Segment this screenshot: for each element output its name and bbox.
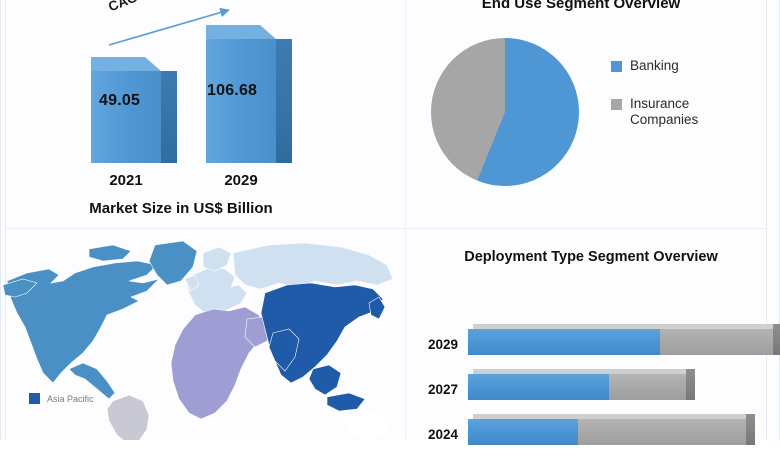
frame-line-right: [766, 0, 767, 440]
map-region-australia: [344, 412, 390, 440]
deployment-bar-2027-cloud: [468, 374, 609, 400]
deployment-bar-2029-cloud: [468, 329, 660, 355]
map-legend: Asia Pacific: [29, 393, 94, 404]
deployment-bar-2027-top: [473, 369, 691, 374]
legend-label-insurance: Insurance Companies: [630, 96, 699, 127]
deployment-bar-2029: [468, 324, 780, 355]
column-2029: [206, 25, 292, 163]
frame-line-vertical-bottom: [405, 229, 406, 440]
deployment-title: Deployment Type Segment Overview: [464, 249, 718, 265]
deployment-type-chart: Deployment Type Segment Overview 2029 20…: [406, 229, 780, 445]
legend-label-banking: Banking: [630, 58, 679, 73]
end-use-title: End Use Segment Overview: [481, 0, 681, 12]
column-2029-value: 106.68: [207, 82, 258, 99]
map-region-russia: [232, 242, 394, 290]
map-region-middle-east-africa: [170, 306, 266, 420]
map-region-india: [268, 328, 300, 372]
map-region-canada-islands: [88, 244, 132, 262]
column-2029-side: [276, 39, 292, 163]
map-region-indonesia: [326, 392, 366, 412]
column-2021: [91, 57, 177, 163]
deployment-label-2024: 2024: [427, 427, 458, 442]
deployment-bar-2024-onprem: [578, 419, 746, 445]
deployment-bar-2029-endcap: [773, 324, 780, 355]
pie-chart: [431, 38, 579, 186]
deployment-label-2029: 2029: [427, 337, 458, 352]
legend-item-insurance: Insurance Companies: [611, 96, 722, 128]
deployment-bar-2024-top: [473, 414, 751, 419]
map-legend-swatch-asia-pacific: [29, 393, 40, 404]
deployment-bar-2024-cloud: [468, 419, 578, 445]
deployment-row-2027: 2027: [406, 369, 780, 404]
map-region-north-america: [6, 260, 160, 384]
column-2021-top: [91, 57, 161, 71]
market-size-chart: CAGR 10.2% 49.05 106.68 2021 2029 Market…: [1, 0, 405, 228]
legend-swatch-banking: [611, 61, 622, 72]
map-region-uk: [184, 274, 200, 292]
end-use-segment-chart: End Use Segment Overview Banking Insuran…: [406, 0, 780, 228]
map-region-scandinavia: [202, 246, 232, 272]
column-2029-label: 2029: [224, 172, 258, 189]
deployment-bar-2024: [468, 414, 755, 445]
deployment-bar-2027-endcap: [686, 369, 695, 400]
deployment-bar-2027-onprem: [609, 374, 686, 400]
map-legend-label-asia-pacific: Asia Pacific: [47, 393, 94, 404]
market-size-caption: Market Size in US$ Billion: [89, 200, 273, 217]
legend-item-banking: Banking: [611, 58, 722, 74]
column-2021-label: 2021: [109, 172, 143, 189]
cagr-arrow-icon: [108, 7, 230, 46]
frame-line-left: [5, 0, 6, 440]
map-region-alaska: [2, 278, 38, 298]
world-map-graphic: [2, 240, 394, 440]
frame-line-vertical-top: [405, 0, 406, 228]
deployment-label-2027: 2027: [427, 382, 458, 397]
legend-swatch-insurance: [611, 99, 622, 110]
column-2021-side: [161, 71, 177, 163]
map-region-greenland: [148, 240, 198, 286]
column-2021-value: 49.05: [99, 92, 141, 109]
map-region-japan: [368, 296, 386, 320]
map-region-southeast-asia: [308, 364, 342, 396]
deployment-bar-2029-top: [473, 324, 778, 329]
deployment-row-2024: 2024: [406, 414, 780, 449]
column-2021-front: [91, 71, 161, 163]
deployment-row-2029: 2029: [406, 324, 780, 359]
pie-legend: Banking Insurance Companies: [611, 58, 722, 150]
deployment-bar-2029-onprem: [660, 329, 773, 355]
regional-overview-map: Asia Pacific: [1, 229, 405, 440]
deployment-bar-2027: [468, 369, 695, 400]
column-2029-front: [206, 39, 276, 163]
map-region-europe: [186, 266, 248, 316]
frame-line-middle: [5, 228, 767, 229]
deployment-bar-2024-endcap: [746, 414, 755, 445]
map-region-south-america: [106, 394, 150, 440]
map-region-central-america: [68, 362, 116, 400]
column-2029-top: [206, 25, 276, 39]
